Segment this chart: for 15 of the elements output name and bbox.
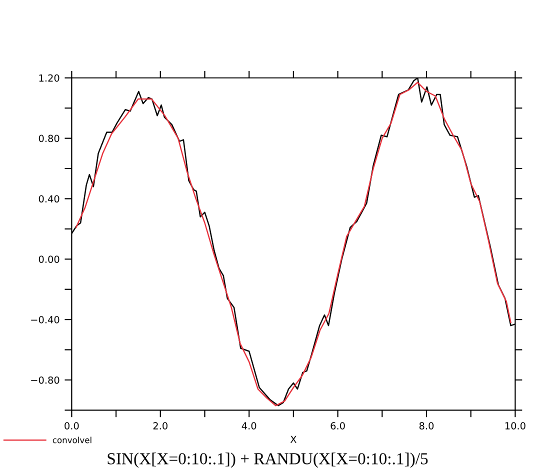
y-tick-label: 0.80 (38, 134, 60, 142)
text: SIN(X[X=0:10:.1]) + RANDU(X[X=0:10:.1])/5 (108, 452, 428, 468)
x-tick-label: 0.0 (64, 422, 79, 430)
y-tick-label: −0.80 (31, 376, 60, 384)
x-tick-label: 10.0 (505, 422, 526, 430)
x-tick-label: 2.0 (153, 422, 168, 430)
x-axis-title: X (290, 436, 296, 443)
x-tick-label: 8.0 (419, 422, 434, 430)
legend-label: convolvel (52, 436, 92, 444)
y-tick-label: −0.40 (31, 316, 60, 324)
y-tick-label: 1.20 (39, 74, 60, 82)
x-tick-label: 6.0 (330, 422, 345, 430)
y-tick-label: 0.00 (38, 256, 60, 263)
x-tick-label: 4.0 (242, 422, 256, 430)
y-tick-label: 0.40 (38, 195, 60, 203)
